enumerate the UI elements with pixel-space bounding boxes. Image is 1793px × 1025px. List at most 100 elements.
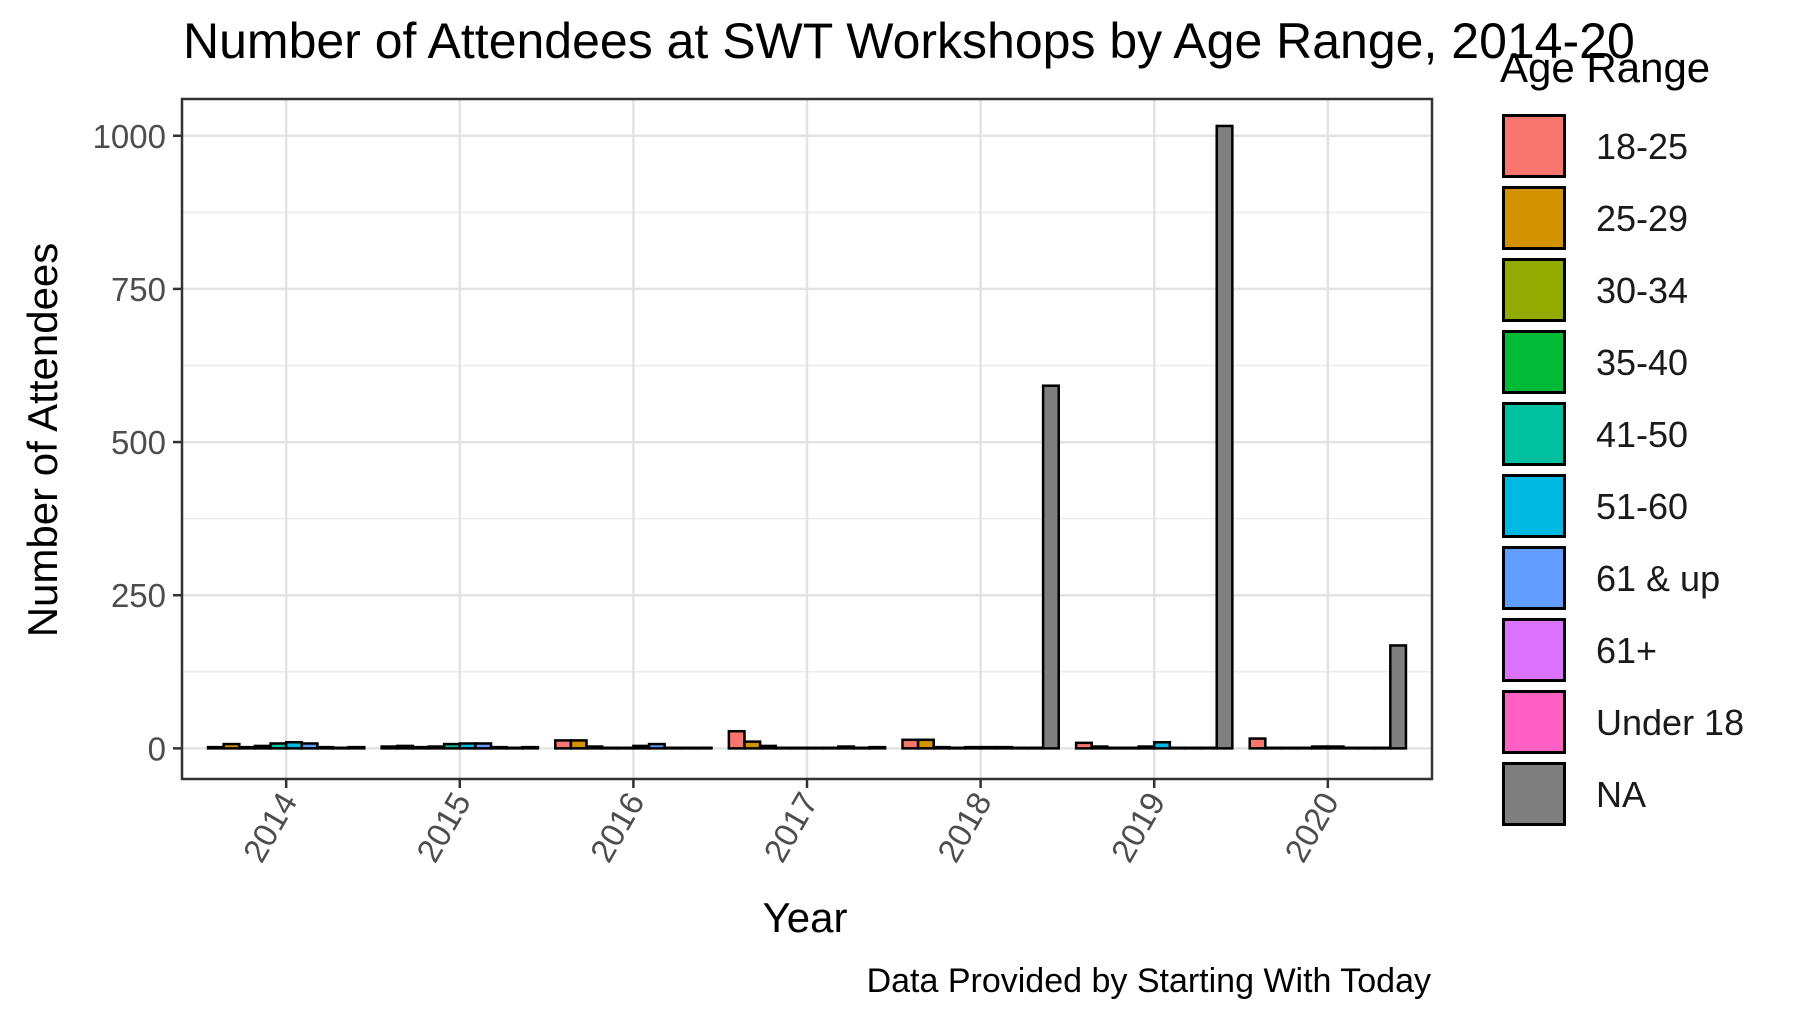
bar <box>1090 745 1109 750</box>
bar <box>458 742 477 750</box>
bar <box>979 745 998 750</box>
legend-key <box>1502 546 1566 610</box>
gridlines <box>182 99 1432 779</box>
bar <box>347 745 366 750</box>
bar <box>505 746 524 750</box>
bar <box>1373 746 1392 750</box>
legend-key <box>1502 258 1566 322</box>
legend-label: 41-50 <box>1596 414 1689 455</box>
bar <box>284 740 304 750</box>
bar <box>790 746 809 750</box>
legend-key <box>1502 762 1566 826</box>
bar <box>331 746 350 750</box>
bar <box>1121 746 1140 750</box>
x-tick-label: 2019 <box>1104 786 1173 868</box>
bar <box>901 738 920 750</box>
bar <box>474 742 493 750</box>
bar <box>679 746 698 750</box>
legend-label: 18-25 <box>1596 126 1689 167</box>
bar <box>774 746 793 750</box>
bar <box>316 745 335 750</box>
x-tick-label: 2014 <box>235 786 304 868</box>
bar <box>932 745 951 750</box>
bar <box>238 745 257 750</box>
bar <box>1357 746 1376 750</box>
legend-label: 61+ <box>1596 630 1658 671</box>
bar <box>743 740 762 750</box>
bar <box>585 745 604 750</box>
bar <box>1295 746 1314 750</box>
x-tick-label: 2018 <box>930 786 999 868</box>
bar <box>663 746 682 750</box>
bar <box>489 745 508 750</box>
bar <box>206 745 225 750</box>
legend-label: NA <box>1596 774 1647 815</box>
y-tick-label: 1000 <box>93 118 166 155</box>
legend-key <box>1502 474 1566 538</box>
bar <box>868 745 887 750</box>
y-tick-label: 750 <box>111 271 166 308</box>
chart-caption: Data Provided by Starting With Today <box>866 962 1431 1000</box>
bar <box>1199 746 1218 750</box>
bar <box>427 745 446 750</box>
bar <box>852 746 871 750</box>
bar <box>1041 384 1060 750</box>
bar <box>837 745 856 750</box>
bar <box>300 742 319 750</box>
bar <box>948 746 967 750</box>
bar <box>1310 745 1330 750</box>
x-tick-label: 2020 <box>1277 786 1346 868</box>
bar <box>1137 745 1156 750</box>
bar <box>1074 741 1093 750</box>
legend-label: 30-34 <box>1596 270 1689 311</box>
y-tick-label: 250 <box>111 577 166 614</box>
x-axis-label: Year <box>762 894 848 941</box>
y-axis-label: Number of Attendees <box>19 242 66 638</box>
bar <box>253 744 272 750</box>
chart-title: Number of Attendees at SWT Workshops by … <box>183 13 1635 69</box>
bar <box>727 729 746 750</box>
bar <box>647 742 666 750</box>
x-tick-label: 2016 <box>583 786 652 868</box>
bar <box>1168 746 1187 750</box>
legend-key <box>1502 618 1566 682</box>
bars <box>206 124 1408 750</box>
legend-label: 25-29 <box>1596 198 1689 239</box>
legend-label: 51-60 <box>1596 486 1689 527</box>
bar <box>442 742 462 750</box>
legend-label: Under 18 <box>1596 702 1745 743</box>
bar <box>694 746 713 750</box>
bar <box>1026 746 1045 750</box>
bar <box>1342 746 1361 750</box>
bar <box>380 745 399 750</box>
legend-title: Age Range <box>1500 44 1711 91</box>
bar <box>963 745 982 750</box>
bar <box>1389 644 1408 750</box>
legend-key <box>1502 690 1566 754</box>
bar <box>396 744 415 750</box>
bar <box>269 742 288 750</box>
y-tick-label: 500 <box>111 424 166 461</box>
bar <box>994 745 1014 750</box>
bar <box>1264 746 1283 750</box>
x-tick-label: 2017 <box>756 786 825 868</box>
bar <box>632 744 651 750</box>
legend-key <box>1502 402 1566 466</box>
bar <box>758 744 777 750</box>
bar <box>821 746 840 750</box>
bar <box>1248 737 1267 750</box>
bar <box>521 745 540 750</box>
bar <box>1184 746 1203 750</box>
y-tick-label: 0 <box>148 730 166 767</box>
bar <box>616 746 635 750</box>
bar <box>916 738 935 750</box>
bar <box>1152 740 1172 750</box>
x-tick-label: 2015 <box>409 786 478 868</box>
bar <box>1326 745 1345 750</box>
bar <box>1106 746 1125 750</box>
bar <box>600 746 620 750</box>
bar <box>805 746 824 750</box>
legend-label: 61 & up <box>1596 558 1721 599</box>
bar <box>1279 746 1298 750</box>
